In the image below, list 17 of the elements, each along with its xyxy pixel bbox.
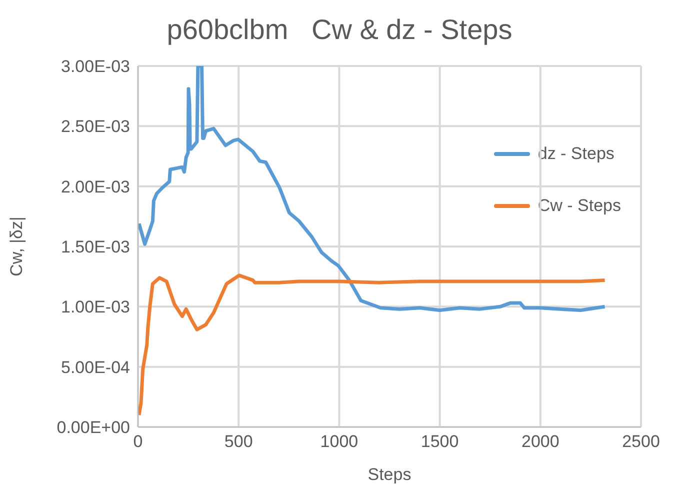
y-tick-label: 1.00E-03	[61, 298, 130, 317]
y-axis-title: Cw, |δz|	[7, 216, 26, 276]
y-tick-label: 1.50E-03	[61, 238, 130, 257]
y-tick-label: 3.00E-03	[61, 57, 130, 76]
y-tick-label: 0.00E+00	[56, 418, 130, 438]
x-tick-label: 2500	[622, 432, 660, 452]
y-tick-label: 5.00E-04	[61, 358, 130, 377]
x-tick-label: 1000	[320, 432, 358, 452]
line-series	[138, 274, 607, 417]
x-tick-label: 2000	[521, 432, 560, 452]
x-tick-label: 0	[133, 432, 143, 452]
x-tick-label: 500	[224, 432, 253, 452]
y-tick-label: 2.50E-03	[61, 117, 130, 136]
chart-title: p60bclbm Cw & dz - Steps	[166, 13, 514, 47]
x-axis-title: Steps	[368, 465, 412, 484]
x-tick-label: 1500	[420, 432, 459, 452]
y-tick-label: 2.00E-03	[61, 177, 130, 196]
